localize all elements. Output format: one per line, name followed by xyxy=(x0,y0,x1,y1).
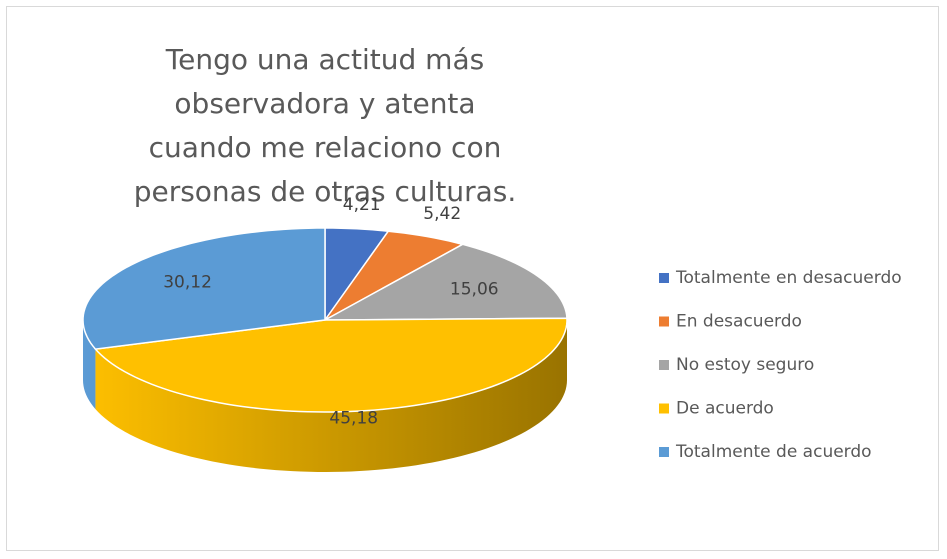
legend-label: Totalmente en desacuerdo xyxy=(675,268,902,288)
chart-title: Tengo una actitud más observadora y aten… xyxy=(133,43,517,208)
data-label: 30,12 xyxy=(163,272,212,292)
data-label: 45,18 xyxy=(329,408,378,428)
pie-slice xyxy=(324,230,465,321)
legend-label: No estoy seguro xyxy=(676,355,814,375)
pie-slice xyxy=(82,227,326,350)
legend-label: Totalmente de acuerdo xyxy=(675,442,872,462)
legend-label: De acuerdo xyxy=(676,399,774,419)
legend-swatch xyxy=(659,316,669,327)
pie-slice-side xyxy=(95,320,567,472)
legend-swatch xyxy=(659,273,669,283)
pie-slice xyxy=(324,243,568,321)
data-label: 5,42 xyxy=(423,204,461,224)
legend-swatch xyxy=(659,447,669,457)
pie-slice xyxy=(93,317,568,413)
legend-swatch xyxy=(659,403,669,414)
chart-frame xyxy=(6,6,939,551)
data-label: 15,06 xyxy=(450,280,499,300)
legend-swatch xyxy=(659,360,669,370)
data-label: 4,21 xyxy=(343,195,381,215)
pie-slice-side xyxy=(83,320,96,410)
legend-label: En desacuerdo xyxy=(676,312,802,332)
